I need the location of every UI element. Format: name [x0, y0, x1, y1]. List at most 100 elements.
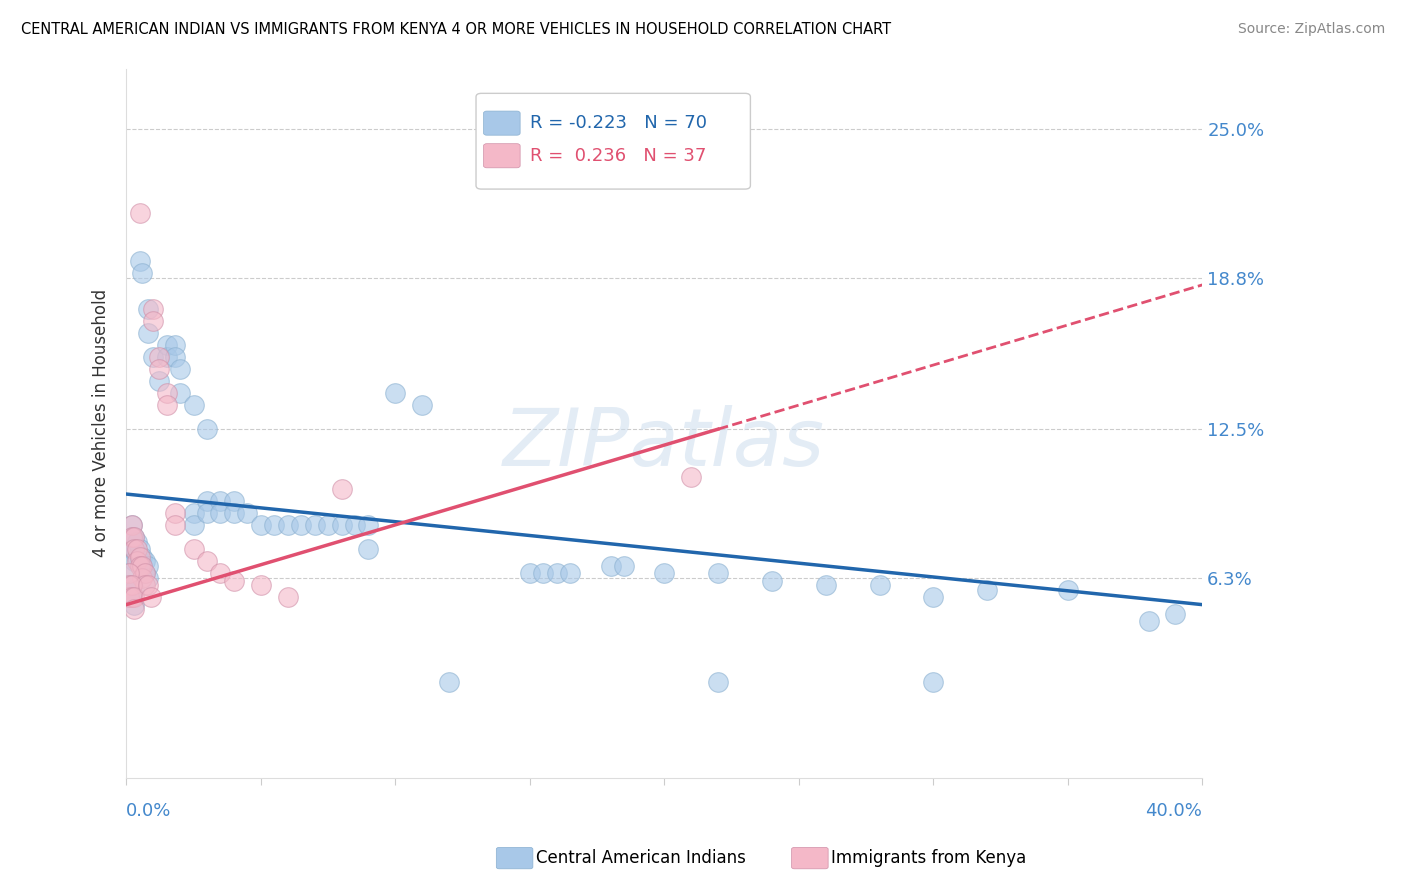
Point [531, 566, 554, 581]
Point [148, 350, 170, 364]
Point [183, 518, 205, 533]
Point [222, 506, 245, 520]
Point [136, 571, 159, 585]
Point [922, 674, 945, 689]
Point [236, 506, 259, 520]
Point [976, 583, 998, 598]
Point [169, 386, 191, 401]
Point [613, 559, 636, 574]
Text: Central American Indians: Central American Indians [536, 849, 745, 867]
Point [330, 518, 353, 533]
Point [136, 559, 159, 574]
Point [195, 506, 218, 520]
Point [222, 494, 245, 508]
Point [922, 591, 945, 605]
Point [761, 574, 783, 588]
Point [290, 518, 312, 533]
Point [131, 571, 153, 585]
Point [124, 554, 146, 568]
Point [118, 578, 141, 592]
Point [148, 362, 170, 376]
Point [125, 542, 148, 557]
Point [142, 350, 165, 364]
FancyBboxPatch shape [484, 112, 520, 136]
Point [134, 578, 156, 592]
Point [357, 518, 380, 533]
Point [1056, 583, 1078, 598]
Point [136, 326, 159, 340]
Point [195, 494, 218, 508]
FancyBboxPatch shape [484, 144, 520, 168]
Point [124, 542, 146, 557]
Point [128, 253, 150, 268]
Point [304, 518, 326, 533]
Point [560, 566, 582, 581]
Point [124, 530, 146, 544]
Point [169, 362, 191, 376]
Point [134, 566, 156, 581]
FancyBboxPatch shape [477, 94, 751, 189]
Point [384, 386, 406, 401]
Point [131, 266, 153, 280]
Point [121, 530, 143, 544]
Point [1137, 615, 1160, 629]
Point [124, 583, 146, 598]
Point [139, 591, 162, 605]
Point [707, 674, 730, 689]
Point [118, 591, 141, 605]
Point [156, 386, 179, 401]
Point [142, 301, 165, 316]
Point [222, 574, 245, 588]
Point [124, 591, 146, 605]
Text: Source: ZipAtlas.com: Source: ZipAtlas.com [1237, 22, 1385, 37]
Point [357, 542, 380, 557]
Point [121, 578, 143, 592]
Point [195, 554, 218, 568]
Point [277, 518, 299, 533]
Point [124, 542, 146, 557]
Point [249, 578, 271, 592]
Text: Immigrants from Kenya: Immigrants from Kenya [831, 849, 1026, 867]
Point [183, 506, 205, 520]
Point [136, 578, 159, 592]
Point [124, 598, 146, 612]
Point [519, 566, 541, 581]
Point [195, 422, 218, 436]
Point [121, 591, 143, 605]
Point [121, 518, 143, 533]
Point [134, 566, 156, 581]
Point [128, 549, 150, 564]
Point [707, 566, 730, 581]
Point [316, 518, 339, 533]
Point [156, 338, 179, 352]
Text: ZIPatlas: ZIPatlas [503, 405, 825, 483]
Point [128, 559, 150, 574]
Point [118, 578, 141, 592]
Point [599, 559, 621, 574]
Point [249, 518, 271, 533]
Point [209, 506, 232, 520]
Point [814, 578, 837, 592]
Text: R = -0.223   N = 70: R = -0.223 N = 70 [530, 114, 707, 132]
Point [263, 518, 285, 533]
Point [681, 470, 703, 484]
Point [128, 206, 150, 220]
Point [125, 549, 148, 564]
Point [163, 338, 186, 352]
Point [148, 374, 170, 388]
Point [131, 559, 153, 574]
Point [183, 398, 205, 412]
Point [546, 566, 568, 581]
Point [134, 554, 156, 568]
Point [1164, 607, 1187, 622]
Point [118, 566, 141, 581]
Point [330, 482, 353, 496]
Point [183, 542, 205, 557]
Point [411, 398, 433, 412]
Point [209, 566, 232, 581]
Point [121, 518, 143, 533]
Point [163, 506, 186, 520]
Text: 40.0%: 40.0% [1146, 802, 1202, 820]
Point [277, 591, 299, 605]
Point [163, 518, 186, 533]
